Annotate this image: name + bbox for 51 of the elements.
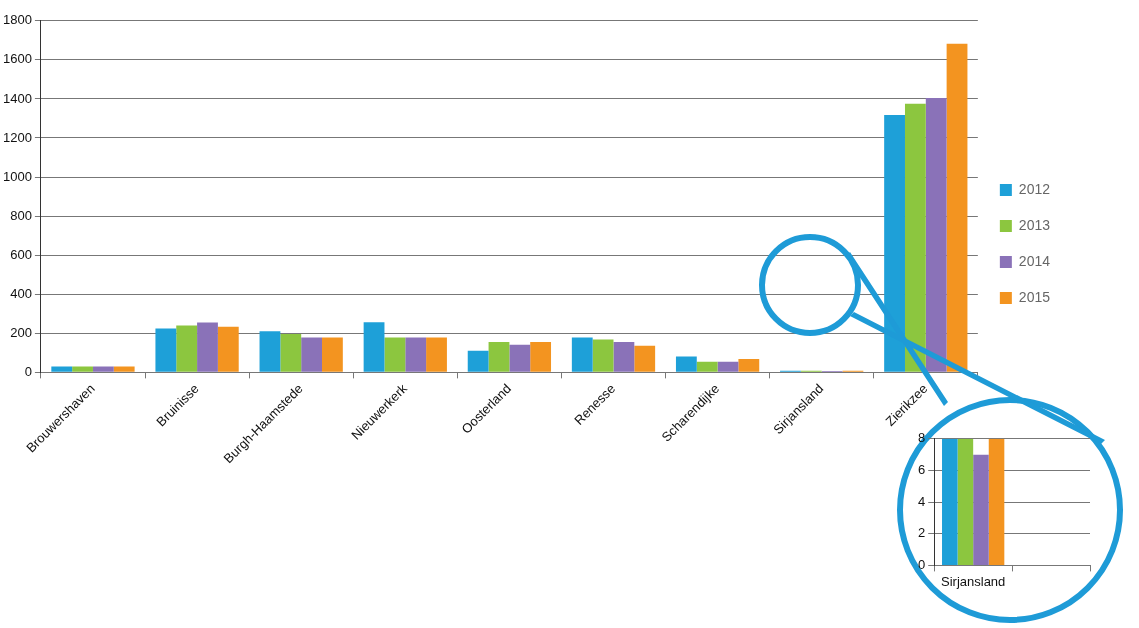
y-tick-label: 1600 bbox=[3, 51, 32, 67]
bar bbox=[113, 366, 135, 372]
bar bbox=[217, 326, 239, 372]
bar bbox=[363, 322, 385, 372]
y-tick-label: 1800 bbox=[3, 12, 32, 28]
bar bbox=[530, 341, 552, 372]
y-tick-label: 200 bbox=[10, 324, 32, 340]
bar bbox=[197, 322, 218, 372]
bar bbox=[696, 361, 718, 372]
bar bbox=[51, 366, 73, 372]
bar bbox=[884, 114, 905, 372]
bar bbox=[301, 337, 322, 372]
legend-label: 2013 bbox=[1018, 216, 1051, 233]
y-tick-label: 0 bbox=[24, 363, 32, 379]
y-tick-label: 2 bbox=[918, 525, 926, 541]
x-tick-label: Sirjansland bbox=[941, 573, 1006, 589]
bar bbox=[613, 341, 635, 372]
bar bbox=[322, 337, 343, 372]
legend-label: 2015 bbox=[1018, 288, 1051, 305]
bar bbox=[717, 361, 739, 372]
bar bbox=[384, 337, 406, 372]
bar bbox=[155, 328, 177, 372]
legend-label: 2012 bbox=[1018, 180, 1051, 197]
bar bbox=[904, 103, 926, 372]
bar bbox=[426, 337, 447, 372]
y-tick-label: 800 bbox=[10, 207, 32, 223]
bar bbox=[92, 366, 114, 372]
bar bbox=[634, 345, 656, 372]
y-tick-label: 400 bbox=[10, 285, 32, 301]
bar bbox=[675, 356, 697, 372]
y-tick-label: 600 bbox=[10, 246, 32, 262]
bar bbox=[925, 97, 947, 372]
bar bbox=[509, 344, 531, 372]
bar bbox=[467, 350, 489, 372]
bar bbox=[946, 43, 968, 372]
bar bbox=[592, 339, 614, 372]
bar bbox=[571, 337, 593, 372]
y-tick-label: 4 bbox=[918, 493, 926, 509]
y-tick-label: 1000 bbox=[3, 168, 32, 184]
y-tick-label: 0 bbox=[918, 556, 926, 572]
bar bbox=[488, 341, 510, 372]
bar bbox=[72, 366, 93, 372]
bar bbox=[280, 334, 302, 372]
bar bbox=[738, 358, 760, 372]
bar bbox=[259, 331, 281, 372]
y-tick-label: 1200 bbox=[3, 129, 32, 145]
y-tick-label: 6 bbox=[918, 462, 926, 478]
bar bbox=[405, 337, 427, 372]
y-tick-label: 1400 bbox=[3, 90, 32, 106]
bar bbox=[176, 325, 198, 372]
legend-label: 2014 bbox=[1018, 252, 1051, 269]
